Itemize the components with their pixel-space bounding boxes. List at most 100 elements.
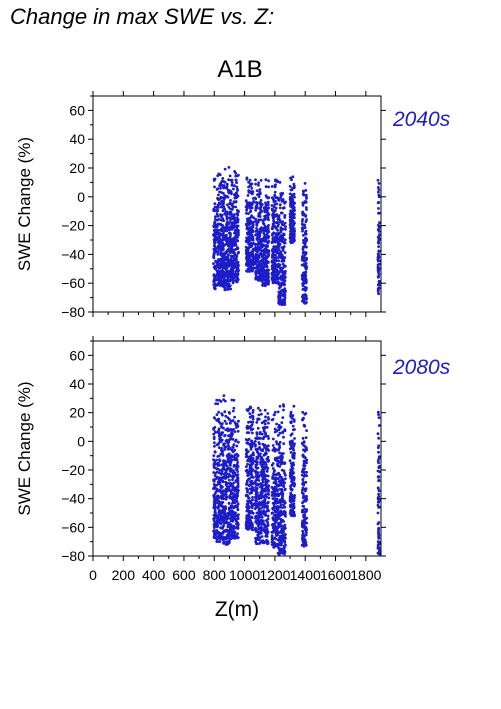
data-point (245, 176, 249, 180)
data-point (261, 528, 264, 532)
data-point (283, 471, 286, 475)
data-point (304, 293, 307, 296)
data-point (282, 503, 286, 507)
data-point (231, 514, 235, 517)
data-point (220, 261, 224, 264)
data-point (277, 248, 281, 252)
data-point (265, 232, 269, 236)
data-point (264, 257, 268, 261)
data-point (258, 452, 261, 456)
data-point (283, 276, 287, 280)
data-point (228, 174, 232, 178)
data-point (278, 236, 282, 240)
data-point (251, 253, 255, 257)
data-point (218, 284, 222, 287)
data-point (305, 474, 308, 478)
data-point (291, 226, 295, 230)
data-point (291, 232, 295, 236)
data-point (212, 248, 216, 251)
data-point (265, 265, 269, 269)
data-point (245, 514, 249, 517)
data-point (278, 523, 281, 527)
data-point (267, 417, 270, 421)
y-tick-label: 40 (69, 376, 85, 392)
x-tick-label: 1600 (320, 567, 351, 583)
data-point (237, 440, 240, 444)
data-point (245, 227, 249, 231)
data-point (229, 234, 232, 238)
data-point (222, 219, 226, 223)
data-point (267, 206, 270, 210)
data-point (235, 505, 239, 509)
data-point (377, 531, 380, 535)
data-point (257, 218, 260, 222)
data-point (250, 504, 254, 508)
data-point (227, 534, 231, 538)
data-point (288, 447, 292, 451)
data-point (271, 444, 275, 447)
data-point (216, 253, 220, 256)
data-point (215, 458, 219, 462)
data-point (289, 509, 293, 513)
data-point (230, 183, 234, 187)
data-point (218, 239, 221, 243)
data-point (273, 413, 276, 417)
data-point (212, 432, 216, 436)
data-point (231, 240, 234, 244)
data-point (248, 184, 252, 187)
data-point (280, 256, 284, 259)
data-point (246, 490, 249, 494)
data-point (255, 455, 259, 459)
data-point (274, 521, 278, 524)
data-point (302, 499, 306, 503)
data-point (261, 505, 264, 509)
data-point (284, 225, 287, 229)
data-point (266, 517, 270, 521)
data-point (222, 285, 226, 288)
data-point (376, 540, 380, 544)
data-point (292, 456, 295, 460)
data-point (226, 459, 230, 462)
data-point (255, 421, 259, 424)
data-point (223, 513, 227, 517)
data-point (280, 421, 284, 424)
data-point (273, 184, 277, 188)
data-point (229, 227, 233, 231)
data-point (272, 231, 276, 235)
data-point (225, 515, 229, 518)
page-title: Change in max SWE vs. Z: (10, 4, 275, 29)
data-point (233, 415, 237, 419)
data-point (222, 472, 226, 476)
data-point (218, 434, 221, 438)
data-point (220, 180, 224, 184)
data-point (262, 429, 266, 433)
data-point (249, 210, 252, 214)
data-point (270, 204, 274, 207)
data-point (216, 275, 220, 279)
data-point (257, 479, 261, 482)
data-point (244, 520, 248, 524)
data-point (279, 543, 282, 547)
data-point (226, 416, 230, 420)
data-point (230, 398, 234, 402)
data-point (377, 275, 380, 279)
data-point (273, 456, 277, 460)
data-point (266, 228, 269, 232)
data-point (250, 186, 254, 190)
data-point (255, 266, 259, 270)
x-tick-label: 800 (203, 567, 227, 583)
data-point (257, 255, 261, 259)
data-point (237, 250, 240, 254)
data-point (305, 470, 308, 474)
data-point (305, 256, 308, 260)
data-point (233, 240, 237, 244)
data-point (255, 258, 259, 261)
data-point (229, 232, 232, 236)
data-point (302, 536, 305, 540)
data-point (216, 418, 220, 421)
data-point (278, 299, 282, 302)
data-point (263, 408, 267, 412)
data-point (301, 252, 305, 255)
data-point (227, 501, 231, 505)
data-point (277, 280, 280, 284)
